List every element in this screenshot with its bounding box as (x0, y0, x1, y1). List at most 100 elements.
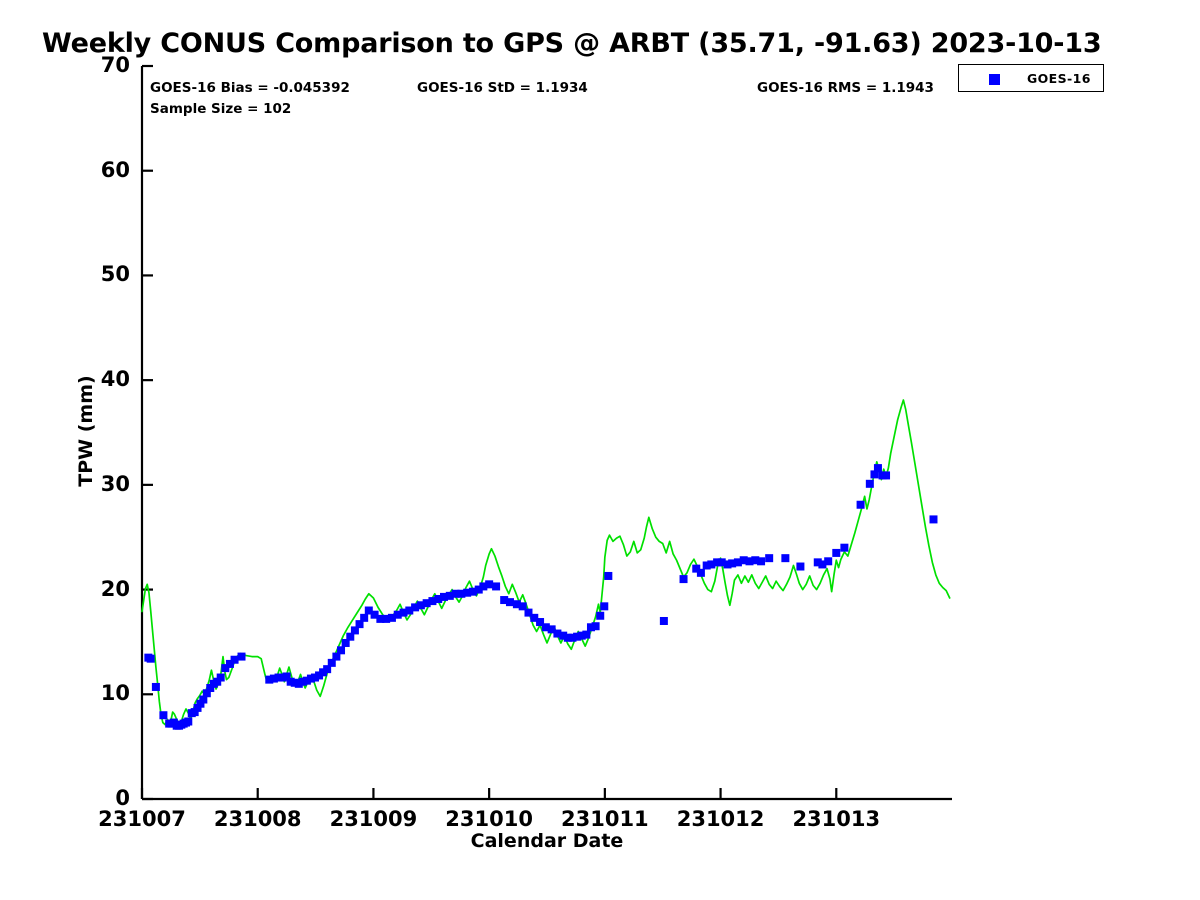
data-point (286, 677, 295, 686)
data-point (237, 652, 246, 661)
y-tick-0: 0 (115, 786, 130, 810)
data-point (696, 568, 705, 577)
data-point (332, 652, 341, 661)
data-point (524, 608, 533, 617)
data-point (355, 620, 364, 629)
data-point (206, 684, 215, 692)
data-point (440, 592, 449, 601)
data-point (405, 606, 414, 615)
data-point (485, 580, 494, 589)
data-point (411, 603, 420, 612)
data-point (290, 678, 299, 687)
data-point (818, 560, 827, 569)
data-point (382, 614, 391, 623)
data-point (360, 613, 369, 622)
data-point (781, 554, 790, 563)
x-tick-231008: 231008 (213, 807, 302, 831)
data-point (468, 587, 477, 596)
data-point (193, 703, 202, 712)
data-point (692, 564, 701, 573)
data-point (199, 695, 208, 704)
data-point (269, 674, 278, 683)
data-point (274, 673, 283, 682)
data-point (387, 613, 396, 622)
data-point (929, 515, 938, 524)
data-point (813, 558, 822, 567)
data-point (536, 618, 545, 627)
x-tick-231009: 231009 (329, 807, 418, 831)
data-point (765, 554, 774, 563)
data-point (541, 623, 550, 632)
data-point (393, 610, 402, 619)
data-point (604, 571, 613, 580)
data-point (512, 600, 521, 609)
data-point (840, 543, 849, 552)
data-point (796, 562, 805, 571)
data-point (568, 633, 577, 642)
data-point (563, 633, 572, 642)
data-point (457, 589, 466, 598)
data-point (278, 673, 287, 682)
data-point (728, 559, 737, 568)
data-point (739, 556, 748, 565)
data-point (298, 677, 307, 686)
data-point (213, 677, 222, 686)
data-point (376, 614, 385, 623)
x-tick-231013: 231013 (792, 807, 881, 831)
data-point (190, 708, 199, 717)
data-point (315, 671, 324, 680)
data-point (745, 557, 754, 566)
data-point (596, 611, 605, 620)
data-point (707, 560, 716, 569)
y-tick-30: 30 (100, 471, 130, 496)
data-point (577, 631, 586, 640)
y-tick-40: 40 (100, 367, 130, 392)
data-point (422, 599, 431, 608)
data-point (434, 595, 443, 603)
data-point (364, 606, 373, 615)
data-point (306, 674, 315, 683)
x-axis-label: Calendar Date (470, 830, 624, 852)
data-point (350, 626, 359, 635)
data-point (659, 616, 668, 625)
y-tick-20: 20 (100, 576, 130, 601)
data-point (337, 646, 346, 655)
data-point (702, 561, 711, 570)
data-point (216, 673, 225, 682)
data-point (463, 588, 472, 597)
data-point (713, 558, 722, 567)
data-point (282, 672, 291, 681)
data-point (757, 557, 766, 566)
data-point (265, 675, 274, 684)
page-title: Weekly CONUS Comparison to GPS @ ARBT (3… (42, 28, 1102, 59)
data-point (196, 699, 205, 708)
data-point (399, 608, 408, 617)
data-point (146, 654, 155, 663)
y-tick-70: 70 (100, 53, 130, 77)
data-point (679, 575, 688, 584)
data-point (492, 582, 501, 591)
data-point (346, 632, 355, 641)
y-tick-50: 50 (100, 262, 130, 287)
data-point (202, 689, 211, 698)
data-point (327, 658, 336, 667)
data-point (500, 596, 509, 605)
legend-marker-goes16-icon (989, 74, 1000, 85)
data-point (159, 711, 168, 720)
stat-std-label: GOES-16 StD = 1.1934 (417, 80, 588, 96)
data-point (530, 613, 539, 622)
data-point (225, 659, 234, 668)
data-point (505, 598, 514, 607)
data-point (323, 665, 332, 674)
stat-bias-label: GOES-16 Bias = -0.045392 (150, 80, 350, 96)
data-point (870, 470, 879, 479)
data-point (319, 668, 328, 677)
data-point (547, 625, 556, 634)
y-tick-10: 10 (100, 681, 130, 706)
x-tick-231011: 231011 (561, 807, 649, 831)
data-point (230, 655, 239, 664)
data-point (428, 597, 437, 606)
data-point (824, 557, 833, 566)
data-point (451, 589, 460, 598)
